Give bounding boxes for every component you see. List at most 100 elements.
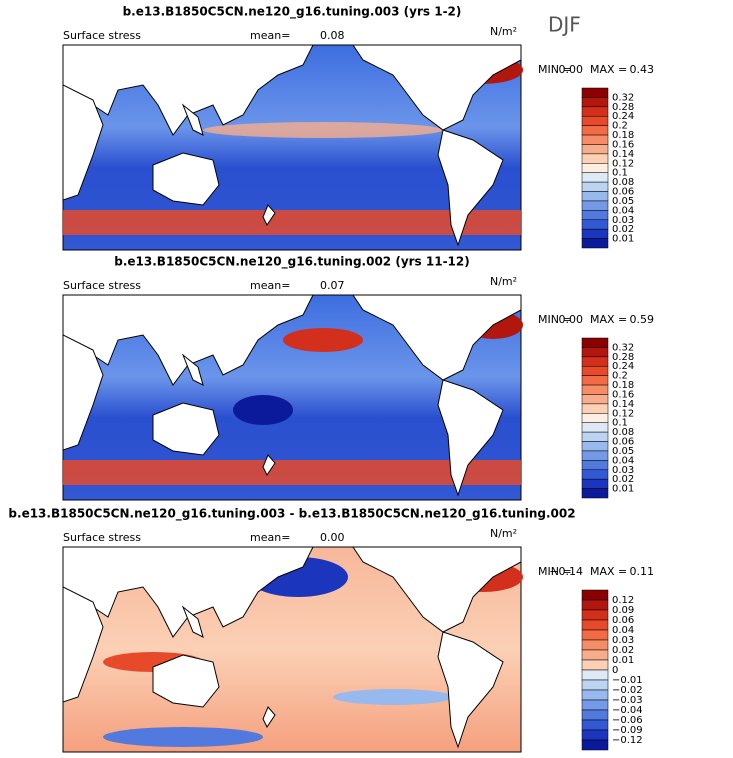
- colorbar-cell: [581, 191, 609, 202]
- colorbar-cell: [581, 699, 609, 711]
- colorbar-label: 0.16: [612, 139, 634, 150]
- colorbar-cell: [581, 589, 609, 601]
- colorbar-label: 0.18: [612, 130, 634, 141]
- colorbar-label: 0: [612, 665, 618, 676]
- colorbar-label: 0.06: [612, 615, 634, 626]
- map: [62, 44, 523, 251]
- colorbar-cell: [581, 679, 609, 691]
- min-value: 0.00: [559, 313, 584, 326]
- colorbar-label: 0.18: [612, 380, 634, 391]
- units: N/m²: [490, 25, 517, 38]
- colorbar-cell: [581, 709, 609, 721]
- trade-band: [203, 122, 443, 138]
- mean-label: mean=: [250, 279, 290, 292]
- colorbar-label: 0.28: [612, 102, 634, 113]
- colorbar-label: −0.01: [612, 675, 643, 686]
- colorbar-cell: [581, 181, 609, 192]
- colorbar-cell: [581, 689, 609, 701]
- colorbar-label: 0.2: [612, 121, 628, 132]
- colorbar-label: 0.32: [612, 342, 634, 353]
- colorbar-label: 0.02: [612, 224, 634, 235]
- colorbar-label: 0.04: [612, 455, 634, 466]
- map: [62, 546, 523, 753]
- max-label: MAX =: [590, 313, 627, 326]
- colorbar-cell: [581, 441, 609, 452]
- colorbar-cell: [581, 394, 609, 405]
- mean-value: 0.08: [320, 29, 345, 42]
- colorbar-cell: [581, 238, 609, 249]
- colorbar-cell: [581, 431, 609, 442]
- colorbar-cell: [581, 347, 609, 358]
- difference-min: [103, 727, 263, 747]
- colorbar-cell: [581, 172, 609, 183]
- colorbar-cell: [581, 450, 609, 461]
- colorbar-label: 0.28: [612, 352, 634, 363]
- colorbar-label: 0.14: [612, 399, 634, 410]
- colorbar-cell: [581, 375, 609, 386]
- colorbar-label: 0.01: [612, 234, 634, 245]
- colorbar-cell: [581, 719, 609, 731]
- colorbar-cell: [581, 337, 609, 348]
- season-label: DJF: [548, 13, 581, 37]
- colorbar-label: −0.04: [612, 705, 643, 716]
- colorbar-label: 0.09: [612, 605, 634, 616]
- min-label: MIN =: [538, 63, 572, 76]
- colorbar-cell: [581, 659, 609, 671]
- min-label: MIN =: [538, 313, 572, 326]
- colorbar-label: 0.12: [612, 158, 634, 169]
- units: N/m²: [490, 527, 517, 540]
- colorbar-cell: [581, 460, 609, 471]
- variable-label: Surface stress: [63, 531, 141, 544]
- colorbar-cell: [581, 365, 609, 376]
- colorbar-label: 0.03: [612, 465, 634, 476]
- panel-title: b.e13.B1850C5CN.ne120_g16.tuning.003 (yr…: [123, 5, 462, 20]
- colorbar-label: 0.1: [612, 168, 628, 179]
- colorbar-label: 0.1: [612, 418, 628, 429]
- colorbar-cell: [581, 609, 609, 621]
- panel-title: b.e13.B1850C5CN.ne120_g16.tuning.002 (yr…: [114, 255, 470, 270]
- colorbar-label: 0.01: [612, 655, 634, 666]
- colorbar-cell: [581, 106, 609, 117]
- colorbar-cell: [581, 478, 609, 489]
- colorbar-cell: [581, 599, 609, 611]
- colorbar-cell: [581, 739, 609, 751]
- colorbar-cell: [581, 729, 609, 741]
- maps: [62, 44, 523, 753]
- colorbar-cell: [581, 200, 609, 211]
- colorbar-cell: [581, 153, 609, 164]
- mean-value: 0.00: [320, 531, 345, 544]
- colorbar-label: 0.06: [612, 437, 634, 448]
- variable-label: Surface stress: [63, 279, 141, 292]
- stress-max: [283, 328, 363, 352]
- colorbar-cell: [581, 163, 609, 173]
- colorbar-cell: [581, 413, 609, 423]
- colorbar-label: 0.03: [612, 635, 634, 646]
- colorbar-cell: [581, 619, 609, 631]
- map: [62, 294, 523, 501]
- colorbar-label: 0.03: [612, 215, 634, 226]
- mean-label: mean=: [250, 29, 290, 42]
- colorbar-label: 0.14: [612, 149, 634, 160]
- colorbar-cell: [581, 134, 609, 145]
- colorbar-label: 0.24: [612, 111, 634, 122]
- colorbar-label: 0.12: [612, 408, 634, 419]
- colorbar-label: 0.04: [612, 205, 634, 216]
- colorbar-label: 0.01: [612, 484, 634, 495]
- colorbar-cell: [581, 649, 609, 661]
- stress-min: [233, 395, 293, 425]
- max-label: MAX =: [590, 63, 627, 76]
- panel-title: b.e13.B1850C5CN.ne120_g16.tuning.003 - b…: [8, 507, 575, 522]
- colorbar-cell: [581, 488, 609, 499]
- max-value: 0.59: [630, 313, 655, 326]
- colorbar-cell: [581, 97, 609, 108]
- colorbar-label: 0.32: [612, 92, 634, 103]
- colorbar-label: −0.09: [612, 725, 643, 736]
- mean-label: mean=: [250, 531, 290, 544]
- colorbar-label: 0.04: [612, 625, 634, 636]
- colorbar-label: −0.02: [612, 685, 643, 696]
- colorbar-cell: [581, 469, 609, 480]
- difference-min: [333, 689, 453, 705]
- max-label: MAX =: [590, 565, 627, 578]
- colorbar-label: 0.16: [612, 389, 634, 400]
